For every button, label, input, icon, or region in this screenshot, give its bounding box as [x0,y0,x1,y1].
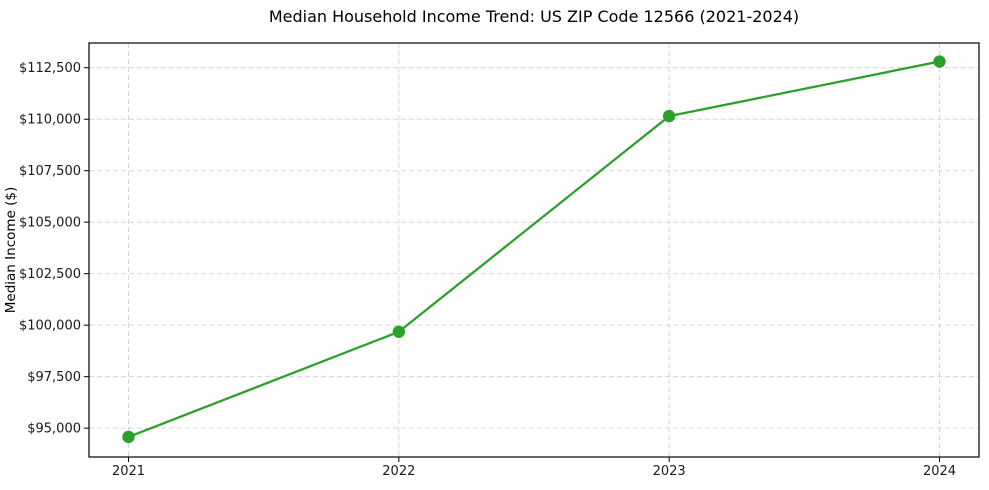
data-point [933,55,946,68]
axis-tick-labels: $95,000 $97,500 $100,000 $102,500 $105,000 $1… [19,61,956,479]
axis-tick-marks [84,67,940,462]
x-tick-label: 2024 [923,464,956,479]
plot-border [88,42,980,458]
chart-title: Median Household Income Trend: US ZIP Co… [268,7,800,26]
x-tick-label: 2021 [112,464,145,479]
y-tick-label: $97,500 [27,370,81,385]
y-tick-label: $112,500 [19,61,81,76]
y-tick-label: $95,000 [27,422,81,437]
data-point [122,430,135,444]
x-tick-label: 2023 [653,464,686,479]
y-tick-label: $110,000 [19,113,81,128]
y-tick-label: $100,000 [19,319,81,334]
trend-line [127,60,941,439]
data-point [662,109,676,123]
x-tick-label: 2022 [382,464,415,479]
y-tick-label: $102,500 [19,267,81,282]
y-tick-label: $105,000 [19,216,81,231]
y-axis-label: Median Income ($) [3,187,19,313]
data-point [392,325,406,338]
gridlines [89,43,979,457]
y-tick-label: $107,500 [19,164,81,179]
trend-line-series [122,55,946,444]
